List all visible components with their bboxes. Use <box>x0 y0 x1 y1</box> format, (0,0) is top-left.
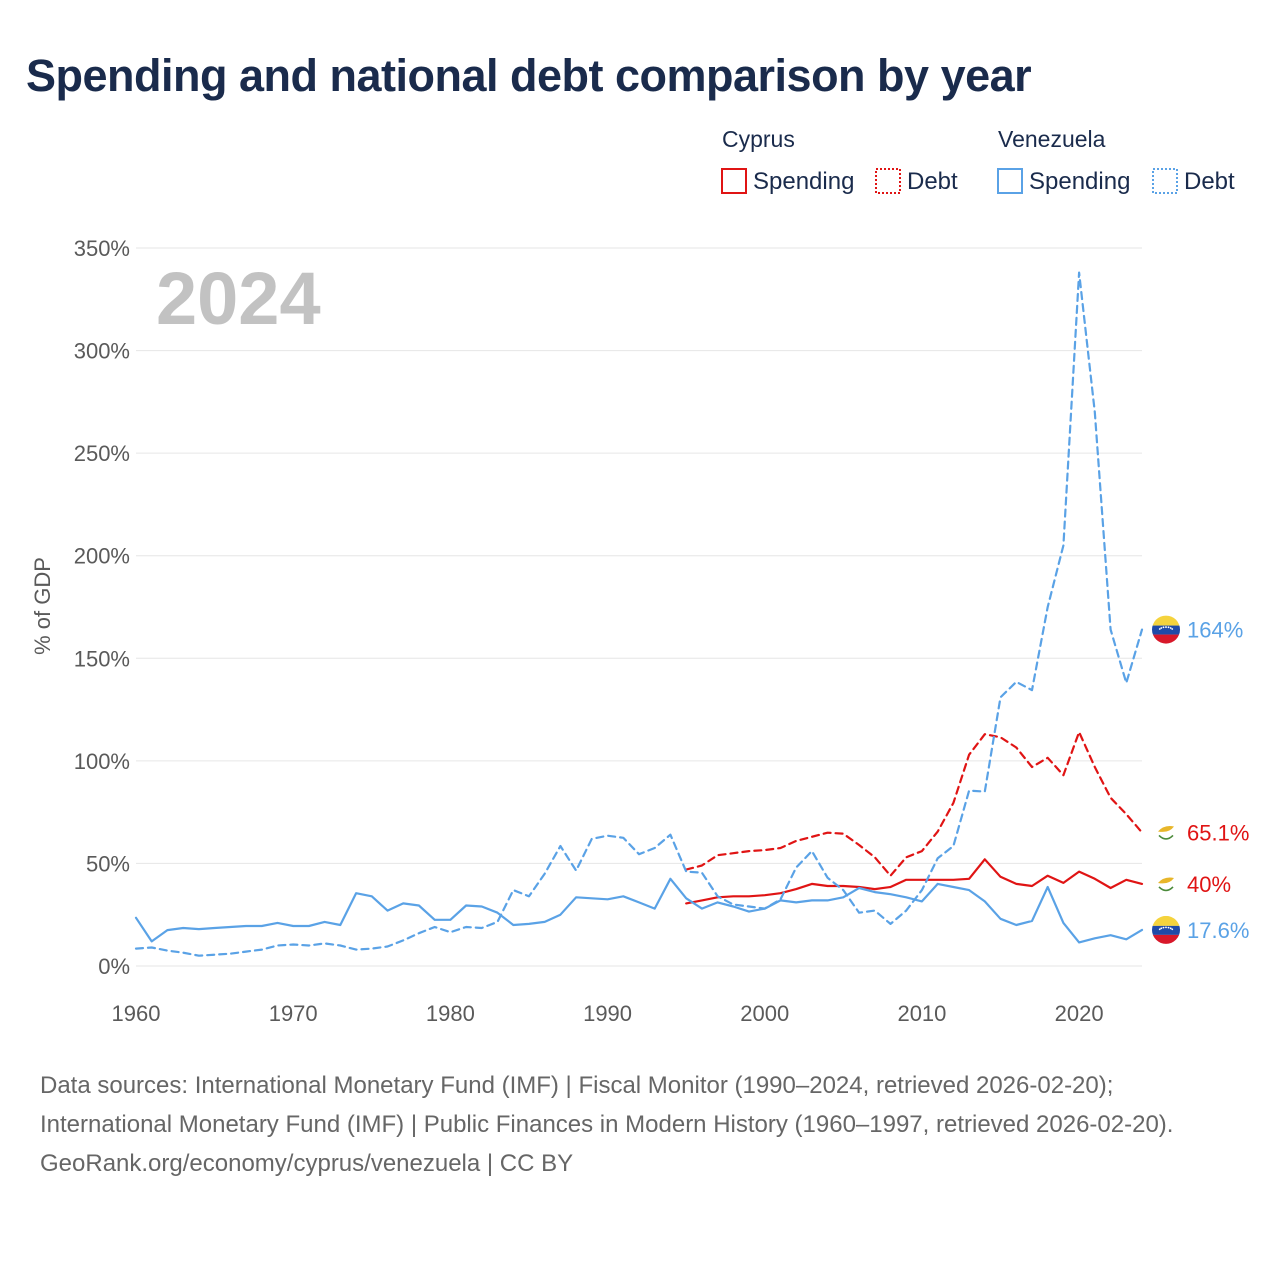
cyprus-flag-icon <box>1152 869 1180 898</box>
series-end-markers: 40% 65.1% 17.6% 164% <box>1152 615 1249 944</box>
legend-label-venezuela-debt: Debt <box>1184 168 1235 195</box>
x-tick-label: 1990 <box>583 1001 632 1026</box>
y-tick-label: 150% <box>74 646 130 671</box>
x-tick-label: 1980 <box>426 1001 475 1026</box>
chart-title: Spending and national debt comparison by… <box>26 50 1032 101</box>
venezuela-flag-icon <box>1152 915 1180 944</box>
end-label: 164% <box>1187 618 1243 643</box>
legend-group-venezuela: Venezuela <box>998 126 1106 152</box>
x-tick-label: 1960 <box>112 1001 161 1026</box>
y-tick-label: 250% <box>74 441 130 466</box>
end-marker-cyprus-debt: 65.1% <box>1152 818 1249 847</box>
x-tick-label: 2010 <box>897 1001 946 1026</box>
x-tick-label: 1970 <box>269 1001 318 1026</box>
y-tick-label: 200% <box>74 544 130 569</box>
y-tick-label: 350% <box>74 236 130 261</box>
legend-label-cyprus-spending: Spending <box>753 168 854 195</box>
legend: Cyprus Spending Debt Venezuela Spending … <box>721 126 1235 195</box>
series-lines <box>134 271 1144 957</box>
footer: Data sources: International Monetary Fun… <box>40 1066 1250 1183</box>
series-line-cyprus-spending <box>685 858 1144 905</box>
x-tick-label: 2000 <box>740 1001 789 1026</box>
legend-swatch-venezuela-debt <box>1152 168 1178 194</box>
end-label: 17.6% <box>1187 918 1249 943</box>
legend-label-venezuela-spending: Spending <box>1029 168 1130 195</box>
legend-swatch-cyprus-debt <box>875 168 901 194</box>
series-line-venezuela-debt <box>134 271 1144 957</box>
end-marker-venezuela-debt: 164% <box>1152 615 1243 644</box>
end-label: 40% <box>1187 872 1231 897</box>
y-axis-label: % of GDP <box>30 557 55 655</box>
cyprus-flag-icon <box>1152 818 1180 847</box>
y-tick-label: 0% <box>98 954 130 979</box>
legend-label-cyprus-debt: Debt <box>907 168 958 195</box>
y-tick-label: 50% <box>86 851 130 876</box>
legend-swatch-venezuela-spending <box>997 168 1023 194</box>
series-line-venezuela-spending <box>134 877 1144 944</box>
credit-link[interactable]: GeoRank.org/economy/cyprus/venezuela | C… <box>40 1150 574 1177</box>
year-watermark: 2024 <box>156 257 321 340</box>
data-sources: Data sources: International Monetary Fun… <box>40 1072 1174 1138</box>
end-marker-venezuela-spending: 17.6% <box>1152 915 1249 944</box>
y-tick-label: 300% <box>74 339 130 364</box>
gridlines <box>136 247 1142 967</box>
venezuela-flag-icon <box>1152 615 1180 644</box>
end-marker-cyprus-spending: 40% <box>1152 869 1231 898</box>
legend-group-cyprus: Cyprus <box>722 126 795 152</box>
series-line-cyprus-debt <box>685 730 1144 877</box>
y-axis-ticks: 0% 50% 100% 150% 200% 250% 300% 350% <box>74 236 130 979</box>
chart-area: Cyprus Spending Debt Venezuela Spending … <box>30 126 1249 1026</box>
x-axis-ticks: 1960 1970 1980 1990 2000 2010 2020 <box>112 1001 1104 1026</box>
x-tick-label: 2020 <box>1055 1001 1104 1026</box>
legend-swatch-cyprus-spending <box>721 168 747 194</box>
y-tick-label: 100% <box>74 749 130 774</box>
end-label: 65.1% <box>1187 820 1249 845</box>
